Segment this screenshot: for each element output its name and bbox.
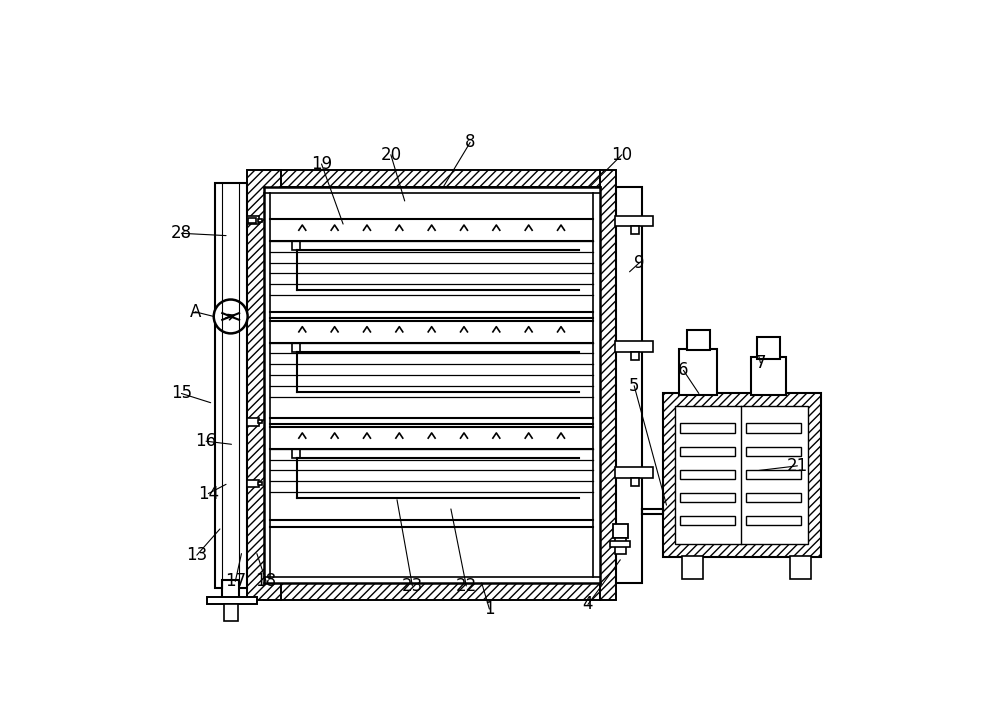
Bar [631, 226, 639, 234]
Bar [615, 468, 653, 478]
Bar [600, 170, 616, 600]
Bar [264, 583, 600, 600]
Text: 18: 18 [256, 572, 277, 590]
Bar [247, 418, 259, 426]
Bar [746, 470, 801, 479]
Bar [247, 170, 281, 600]
Bar [680, 447, 735, 456]
Bar [215, 183, 247, 587]
Text: 22: 22 [456, 577, 477, 595]
Bar [616, 187, 642, 583]
Bar [631, 352, 639, 360]
Text: 17: 17 [225, 572, 246, 590]
Bar [790, 556, 811, 579]
Bar [258, 482, 262, 485]
Bar [680, 470, 735, 479]
Bar [224, 605, 238, 621]
Bar [687, 331, 710, 350]
Bar [264, 187, 600, 583]
Bar [615, 538, 626, 554]
Bar [757, 337, 780, 359]
Bar [675, 406, 808, 544]
Bar [610, 542, 630, 547]
Text: 16: 16 [195, 432, 217, 450]
Circle shape [214, 299, 248, 334]
Bar [682, 556, 703, 579]
Bar [613, 524, 628, 538]
Text: 23: 23 [402, 577, 423, 595]
Bar [247, 480, 259, 487]
Bar [680, 493, 735, 502]
Bar [292, 343, 300, 352]
Text: 15: 15 [171, 384, 192, 402]
Bar [746, 447, 801, 456]
Bar [264, 170, 600, 187]
Text: 8: 8 [465, 133, 475, 152]
Text: 10: 10 [611, 146, 632, 164]
Text: 19: 19 [311, 155, 332, 173]
Text: 1: 1 [484, 600, 495, 618]
Text: 7: 7 [755, 354, 766, 372]
Text: 4: 4 [583, 595, 593, 613]
Text: A: A [190, 303, 201, 321]
Text: 13: 13 [186, 546, 207, 564]
Text: 9: 9 [634, 254, 645, 272]
Bar [247, 216, 259, 224]
Bar [680, 423, 735, 433]
Text: 14: 14 [198, 484, 219, 502]
Bar [258, 219, 262, 222]
Text: 20: 20 [380, 146, 401, 164]
Text: 6: 6 [678, 361, 689, 379]
Bar [207, 597, 257, 605]
Bar [680, 516, 735, 525]
Bar [258, 420, 262, 423]
Text: 5: 5 [629, 377, 639, 394]
Bar [292, 241, 300, 250]
Bar [746, 493, 801, 502]
Bar [248, 218, 256, 223]
Bar [222, 580, 239, 599]
Text: 28: 28 [171, 224, 192, 242]
Bar [663, 394, 820, 558]
Bar [746, 516, 801, 525]
Bar [679, 349, 717, 395]
Bar [746, 423, 801, 433]
Bar [751, 357, 786, 395]
Bar [615, 215, 653, 226]
Bar [292, 449, 300, 458]
Bar [631, 478, 639, 486]
Bar [615, 341, 653, 352]
Text: 21: 21 [787, 457, 808, 475]
